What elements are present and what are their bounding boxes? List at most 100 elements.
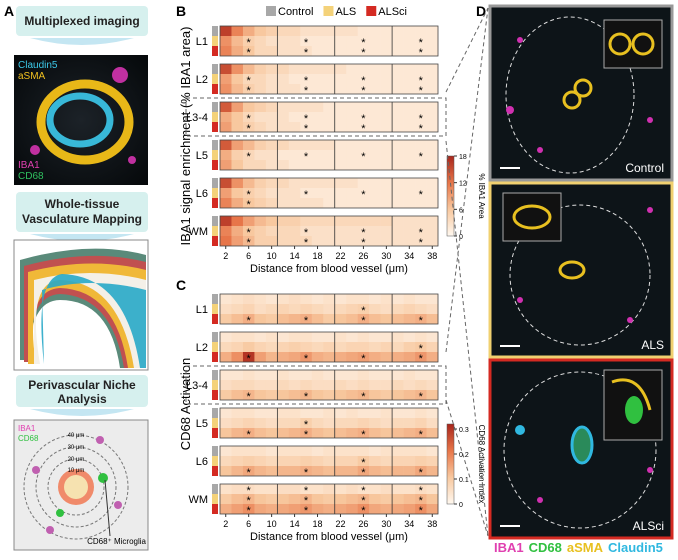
x-tick-label: 22	[335, 251, 345, 261]
group-strip	[212, 160, 218, 170]
heatmap-cell	[357, 216, 370, 226]
colorbar	[446, 423, 455, 505]
layer-frame	[219, 407, 439, 439]
heatmap-cell	[231, 150, 244, 160]
heatmap-cell	[334, 102, 347, 112]
heatmap-cell	[392, 160, 404, 170]
heatmap-cell	[323, 380, 336, 390]
heatmap-cell	[242, 314, 255, 324]
heatmap-cell	[346, 408, 358, 418]
heatmap-cell	[426, 494, 439, 504]
layer-label: L2	[196, 342, 208, 354]
heatmap-cell	[426, 314, 439, 324]
colorbar	[446, 155, 455, 237]
heatmap-cell	[265, 150, 278, 160]
heatmap-cell	[300, 84, 313, 94]
heatmap-cell	[277, 236, 290, 246]
x-axis-title: Distance from blood vessel (μm)	[250, 263, 408, 275]
heatmap-cell	[311, 36, 324, 46]
heatmap-cell	[346, 178, 358, 188]
significance-star: *	[419, 343, 424, 355]
heatmap-cell	[265, 178, 278, 188]
significance-star: *	[419, 505, 424, 517]
heatmap-cell	[415, 26, 427, 36]
layer-label: L6	[196, 456, 208, 468]
significance-star: *	[304, 113, 309, 125]
heatmap-cell	[392, 380, 404, 390]
heatmap-cell	[403, 418, 416, 428]
heatmap-cell	[231, 112, 244, 122]
heatmap-cell	[415, 484, 427, 494]
significance-star: *	[304, 485, 309, 497]
heatmap-cell	[311, 160, 324, 170]
heatmap-cell	[231, 380, 244, 390]
x-tick-label: 18	[313, 519, 323, 529]
heatmap-cell	[277, 352, 290, 362]
legend-swatch	[266, 6, 276, 16]
heatmap-cell	[242, 408, 255, 418]
x-tick-label: 26	[358, 519, 368, 529]
heatmap-cell	[334, 408, 347, 418]
heatmap-cell	[346, 150, 358, 160]
heatmap-cell	[346, 446, 358, 456]
significance-star: *	[361, 495, 366, 507]
heatmap-cell	[415, 216, 427, 226]
heatmap-cell	[357, 314, 370, 324]
heatmap-cell	[403, 428, 416, 438]
step-title: Vasculature Mapping	[22, 212, 142, 226]
heatmap-cell	[357, 140, 370, 150]
heatmap-cell	[265, 36, 278, 46]
heatmap-cell	[231, 304, 244, 314]
group-strip	[212, 84, 218, 94]
heatmap-cell	[357, 342, 370, 352]
heatmap-cell	[277, 428, 290, 438]
heatmap-cell	[357, 26, 370, 36]
heatmap-cell	[403, 216, 416, 226]
group-strip	[212, 236, 218, 246]
heatmap-cell	[380, 408, 393, 418]
x-tick-label: 30	[381, 251, 391, 261]
significance-star: *	[419, 113, 424, 125]
heatmap-cell	[415, 390, 427, 400]
colorbar-title: CD68 Activation Index	[477, 425, 486, 504]
layer-frame	[219, 293, 439, 325]
heatmap-cell	[346, 26, 358, 36]
heatmap-cell	[346, 332, 358, 342]
significance-star: *	[419, 429, 424, 441]
significance-star: *	[419, 189, 424, 201]
heatmap-cell	[415, 408, 427, 418]
heatmap-cell	[346, 456, 358, 466]
heatmap-cell	[300, 198, 313, 208]
x-tick-label: 6	[246, 251, 251, 261]
step-title: Whole-tissue	[45, 197, 120, 211]
heatmap-cell	[288, 314, 301, 324]
significance-star: *	[419, 495, 424, 507]
heatmap-cell	[403, 408, 416, 418]
heatmap-cell	[288, 484, 301, 494]
heatmap-cell	[277, 380, 290, 390]
heatmap-cell	[357, 504, 370, 514]
heatmap-cell	[231, 46, 244, 56]
step-title: Multiplexed imaging	[24, 14, 139, 28]
group-strip	[212, 494, 218, 504]
heatmap-cell	[220, 314, 232, 324]
heatmap-cell	[380, 370, 393, 380]
heatmap-cell	[254, 84, 267, 94]
heatmap-cell	[265, 314, 278, 324]
heatmap-cell	[392, 494, 404, 504]
heatmap-cell	[403, 342, 416, 352]
heatmap-cell	[242, 150, 255, 160]
heatmap-cell	[288, 456, 301, 466]
heatmap-cell	[231, 494, 244, 504]
heatmap-cell	[369, 140, 381, 150]
heatmap-cell	[403, 140, 416, 150]
heatmap-cell	[392, 140, 404, 150]
heatmap-cell	[346, 36, 358, 46]
heatmap-cell	[357, 160, 370, 170]
heatmap-cell	[300, 504, 313, 514]
heatmap-cell	[334, 494, 347, 504]
heatmap-cell	[265, 102, 278, 112]
heatmap-cell	[392, 102, 404, 112]
heatmap-cell	[380, 64, 393, 74]
significance-star: *	[304, 237, 309, 249]
